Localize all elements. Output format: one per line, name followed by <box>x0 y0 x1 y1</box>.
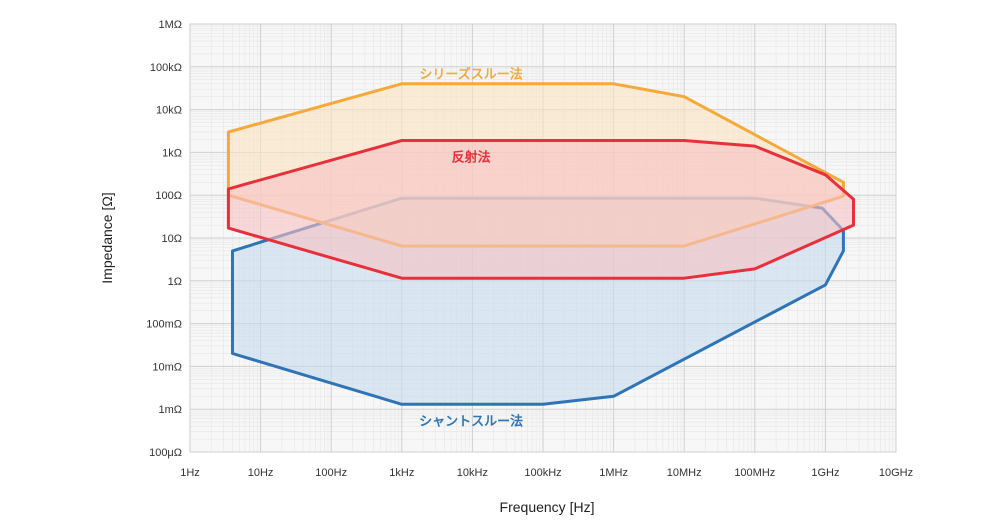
x-tick-label: 1kHz <box>389 467 414 479</box>
y-tick-label: 10mΩ <box>152 361 182 373</box>
y-axis-title: Impedance [Ω] <box>99 192 115 283</box>
x-tick-label: 10kHz <box>457 467 488 479</box>
y-tick-label: 1mΩ <box>158 404 182 416</box>
y-tick-label: 1kΩ <box>162 147 182 159</box>
x-tick-label: 1MHz <box>599 467 628 479</box>
y-tick-label: 1MΩ <box>158 19 182 31</box>
region-label-2: シリーズスルー法 <box>419 66 522 82</box>
x-tick-label: 1GHz <box>811 467 839 479</box>
y-tick-label: 1Ω <box>168 276 182 288</box>
x-tick-label: 1Hz <box>180 467 200 479</box>
x-tick-label: 100kHz <box>524 467 561 479</box>
tick-labels: 1Hz 10Hz 100Hz 1kHz 10kHz 100kHz 1MHz 10MHz 100M… <box>146 19 913 479</box>
y-tick-label: 100μΩ <box>149 447 182 459</box>
y-tick-label: 100kΩ <box>150 62 182 74</box>
x-tick-label: 10Hz <box>248 467 274 479</box>
x-axis-title: Frequency [Hz] <box>500 499 595 515</box>
y-tick-label: 100mΩ <box>146 319 182 331</box>
x-tick-label: 100MHz <box>734 467 775 479</box>
x-tick-label: 100Hz <box>315 467 347 479</box>
y-tick-label: 100Ω <box>155 190 182 202</box>
y-tick-label: 10Ω <box>162 233 182 245</box>
x-tick-label: 10GHz <box>879 467 913 479</box>
x-tick-label: 10MHz <box>667 467 702 479</box>
y-tick-label: 10kΩ <box>156 105 182 117</box>
region-label-3: 反射法 <box>452 150 491 166</box>
region-label-1: シャントスルー法 <box>419 413 523 429</box>
region-polygon-3 <box>226 139 855 280</box>
measurement-regions <box>226 82 855 406</box>
